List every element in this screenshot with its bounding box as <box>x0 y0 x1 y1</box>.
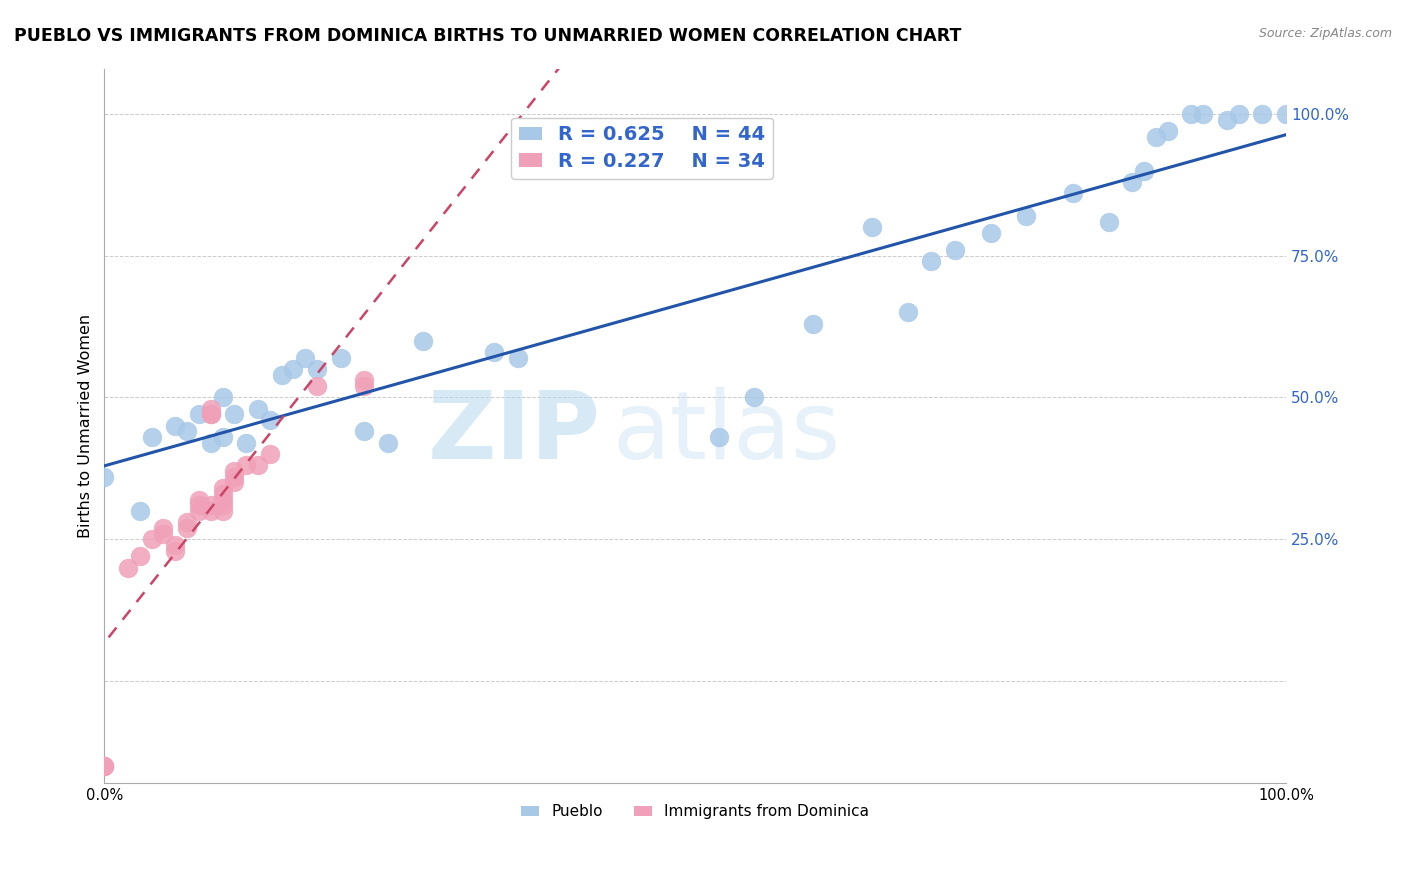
Point <box>259 447 281 461</box>
Point <box>307 379 329 393</box>
Point <box>506 351 529 365</box>
Point <box>224 408 246 422</box>
Point <box>259 413 281 427</box>
Point <box>93 759 115 773</box>
Point <box>1121 175 1143 189</box>
Point <box>176 515 198 529</box>
Point <box>1227 107 1250 121</box>
Point <box>294 351 316 365</box>
Point <box>353 379 375 393</box>
Point <box>707 430 730 444</box>
Point <box>1251 107 1274 121</box>
Point <box>224 475 246 490</box>
Point <box>152 526 174 541</box>
Point <box>1133 163 1156 178</box>
Point <box>353 425 375 439</box>
Point <box>329 351 352 365</box>
Point <box>176 521 198 535</box>
Point <box>943 243 966 257</box>
Point <box>176 425 198 439</box>
Point <box>211 481 233 495</box>
Point <box>141 532 163 546</box>
Point <box>93 470 115 484</box>
Point <box>377 435 399 450</box>
Point <box>200 435 222 450</box>
Point <box>152 521 174 535</box>
Point <box>484 345 506 359</box>
Point <box>801 317 824 331</box>
Legend: Pueblo, Immigrants from Dominica: Pueblo, Immigrants from Dominica <box>515 798 876 825</box>
Point <box>1098 214 1121 228</box>
Point <box>211 492 233 507</box>
Point <box>270 368 292 382</box>
Point <box>1062 186 1084 201</box>
Point <box>412 334 434 348</box>
Point <box>1216 112 1239 127</box>
Point <box>211 498 233 512</box>
Point <box>307 362 329 376</box>
Point <box>224 464 246 478</box>
Point <box>921 254 943 268</box>
Point <box>283 362 305 376</box>
Point <box>93 759 115 773</box>
Point <box>187 498 209 512</box>
Point <box>200 408 222 422</box>
Point <box>1180 107 1202 121</box>
Point <box>1015 209 1038 223</box>
Point <box>187 408 209 422</box>
Point <box>224 470 246 484</box>
Point <box>200 498 222 512</box>
Point <box>165 543 187 558</box>
Text: ZIP: ZIP <box>427 387 600 479</box>
Point <box>211 430 233 444</box>
Point <box>187 504 209 518</box>
Point <box>211 504 233 518</box>
Point <box>165 538 187 552</box>
Point <box>1275 107 1298 121</box>
Point <box>1192 107 1215 121</box>
Point <box>246 401 269 416</box>
Point <box>246 458 269 473</box>
Point <box>141 430 163 444</box>
Text: Source: ZipAtlas.com: Source: ZipAtlas.com <box>1258 27 1392 40</box>
Point <box>200 504 222 518</box>
Point <box>860 220 883 235</box>
Point <box>165 418 187 433</box>
Point <box>980 226 1002 240</box>
Y-axis label: Births to Unmarried Women: Births to Unmarried Women <box>79 314 93 538</box>
Point <box>211 391 233 405</box>
Point <box>1157 124 1180 138</box>
Point <box>128 504 150 518</box>
Text: atlas: atlas <box>613 387 841 479</box>
Point <box>1144 129 1167 144</box>
Point <box>353 373 375 387</box>
Point <box>117 560 139 574</box>
Point <box>211 487 233 501</box>
Point <box>93 759 115 773</box>
Point <box>742 391 765 405</box>
Text: PUEBLO VS IMMIGRANTS FROM DOMINICA BIRTHS TO UNMARRIED WOMEN CORRELATION CHART: PUEBLO VS IMMIGRANTS FROM DOMINICA BIRTH… <box>14 27 962 45</box>
Point <box>187 492 209 507</box>
Point <box>128 549 150 564</box>
Point <box>235 435 257 450</box>
Point <box>897 305 920 319</box>
Point <box>235 458 257 473</box>
Point <box>200 408 222 422</box>
Point <box>200 401 222 416</box>
